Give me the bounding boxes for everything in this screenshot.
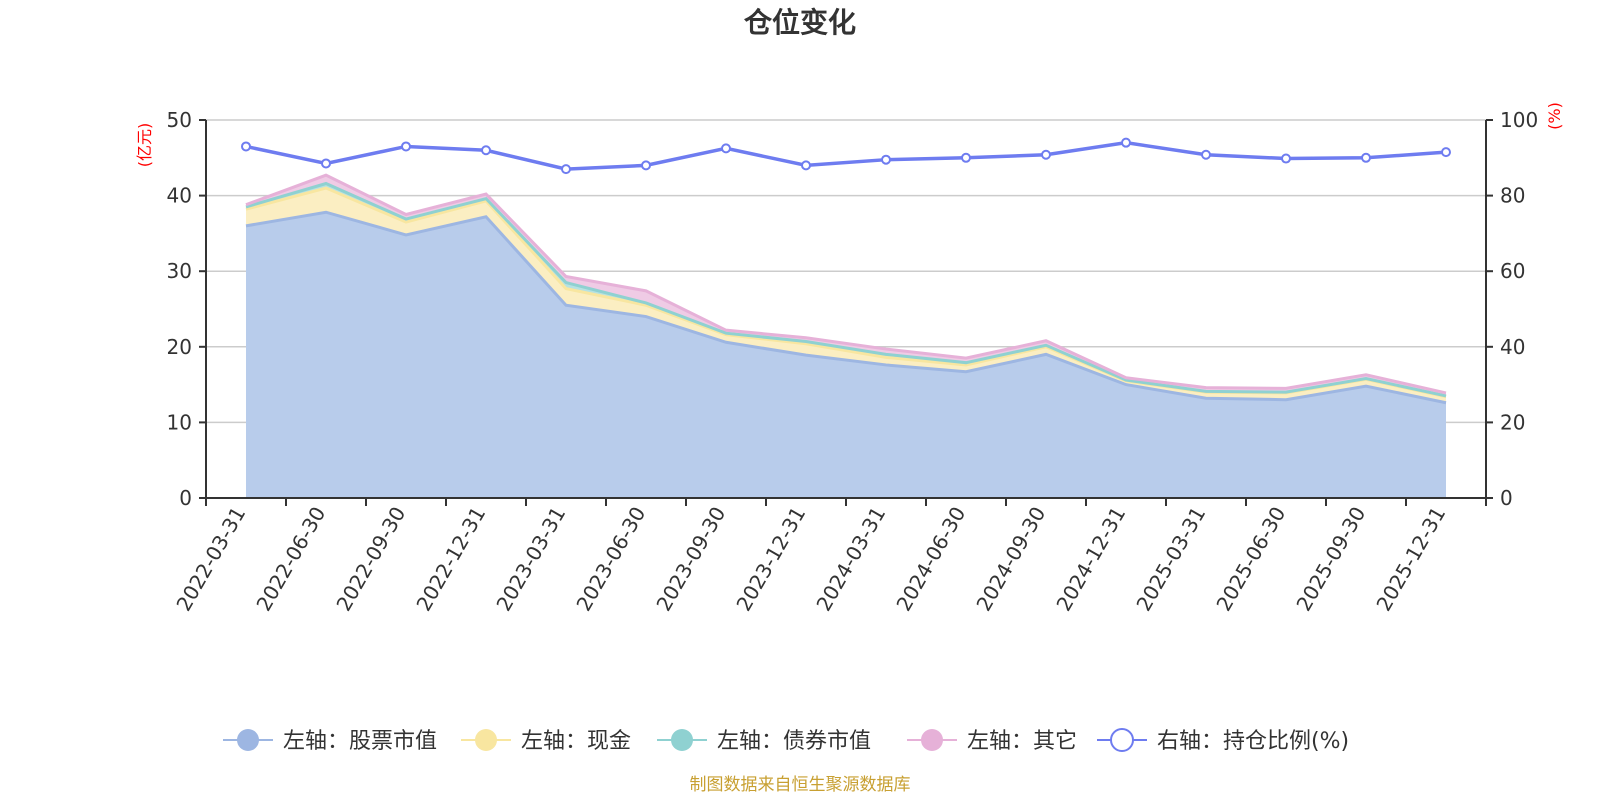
ratio-point — [401, 141, 411, 152]
area-edge-0 — [245, 210, 1447, 405]
right-tick-label: 20 — [1500, 410, 1525, 434]
legend-label: 左轴：股票市值 — [283, 729, 437, 754]
right-tick-label: 60 — [1500, 259, 1525, 283]
x-tick-label: 2024-03-31 — [811, 503, 890, 616]
x-tick-label: 2023-09-30 — [651, 503, 730, 616]
ratio-point — [481, 145, 491, 156]
ratio-point — [1441, 147, 1451, 158]
ratio-point — [641, 160, 651, 171]
area-edge-2 — [245, 181, 1447, 398]
left-tick-label: 50 — [167, 108, 192, 132]
area-3 — [246, 175, 1446, 396]
legend-marker — [1110, 728, 1134, 752]
left-tick-label: 40 — [167, 184, 192, 208]
left-tick-label: 20 — [167, 335, 192, 359]
ratio-point — [321, 158, 331, 169]
ratio-point — [1361, 152, 1371, 163]
holding-ratio-series — [241, 137, 1451, 175]
x-tick-label: 2024-06-30 — [891, 503, 970, 616]
ratio-point — [721, 143, 731, 154]
legend: 左轴：股票市值 左轴：现金 左轴：债券市值 左轴：其它 右轴：持仓比例(%) — [223, 728, 1349, 754]
right-tick-label: 80 — [1500, 184, 1525, 208]
left-tick-label: 0 — [179, 486, 192, 510]
data-source-note: 制图数据来自恒生聚源数据库 — [690, 775, 911, 795]
ratio-point — [1121, 137, 1131, 148]
stacked-areas — [245, 173, 1447, 498]
x-tick-label: 2023-12-31 — [731, 503, 810, 616]
ratio-point — [881, 154, 891, 165]
chart-title: 仓位变化 — [744, 6, 856, 39]
ratio-point — [561, 164, 571, 175]
legend-label: 左轴：其它 — [967, 729, 1077, 754]
legend-marker — [921, 729, 943, 751]
ratio-point — [961, 152, 971, 163]
ratio-point — [241, 141, 251, 152]
ratio-point — [1041, 149, 1051, 160]
right-axis-unit: (%) — [1545, 102, 1564, 130]
x-tick-label: 2022-09-30 — [331, 503, 410, 616]
legend-label: 左轴：债券市值 — [717, 729, 871, 754]
ratio-point — [1281, 153, 1291, 164]
legend-marker — [475, 729, 497, 751]
left-axis-unit: (亿元) — [135, 123, 154, 168]
left-tick-label: 10 — [167, 410, 192, 434]
x-tick-label: 2025-03-31 — [1131, 503, 1210, 616]
x-tick-label: 2022-06-30 — [251, 503, 330, 616]
ratio-point — [801, 160, 811, 171]
x-tick-label: 2023-06-30 — [571, 503, 650, 616]
right-tick-label: 40 — [1500, 335, 1525, 359]
legend-label: 左轴：现金 — [521, 729, 631, 754]
area-edge-3 — [245, 173, 1447, 395]
x-tick-label: 2025-09-30 — [1291, 503, 1370, 616]
right-tick-label: 100 — [1500, 108, 1538, 132]
ratio-point — [1201, 149, 1211, 160]
legend-marker — [671, 729, 693, 751]
x-tick-label: 2025-12-31 — [1371, 503, 1450, 616]
x-tick-label: 2023-03-31 — [491, 503, 570, 616]
legend-label: 右轴：持仓比例(%) — [1157, 729, 1349, 754]
ratio-line — [245, 140, 1447, 171]
x-tick-label: 2022-12-31 — [411, 503, 490, 616]
left-tick-label: 30 — [167, 259, 192, 283]
x-tick-label: 2024-12-31 — [1051, 503, 1130, 616]
x-tick-label: 2024-09-30 — [971, 503, 1050, 616]
x-tick-label: 2022-03-31 — [171, 503, 250, 616]
x-tick-label: 2025-06-30 — [1211, 503, 1290, 616]
right-tick-label: 0 — [1500, 486, 1513, 510]
legend-marker — [237, 729, 259, 751]
